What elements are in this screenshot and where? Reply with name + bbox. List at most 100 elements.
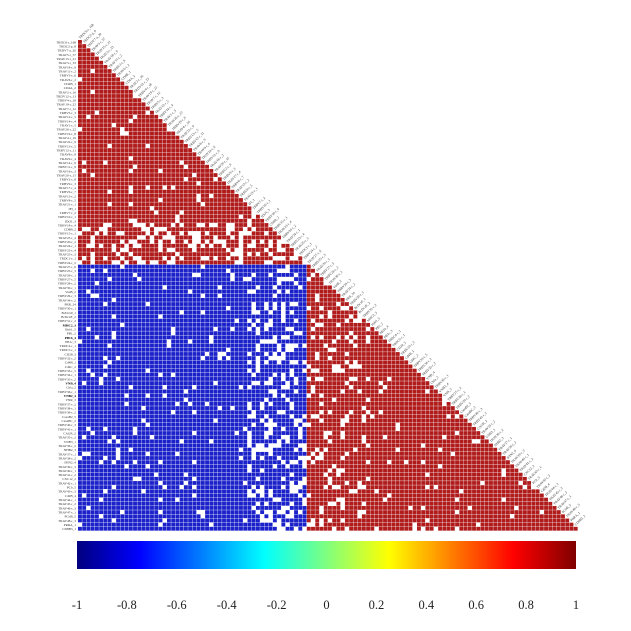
matrix-cell (353, 339, 358, 344)
matrix-cell (171, 377, 176, 381)
matrix-cell (124, 181, 129, 186)
matrix-cell (175, 335, 180, 340)
matrix-cell (120, 381, 125, 386)
matrix-cell (188, 451, 193, 456)
matrix-cell (103, 223, 108, 227)
matrix-cell (145, 231, 150, 236)
matrix-cell (200, 264, 205, 269)
matrix-cell (374, 377, 379, 381)
matrix-cell (353, 331, 358, 336)
matrix-cell (82, 56, 87, 61)
matrix-cell (226, 252, 231, 257)
matrix-cell (298, 418, 303, 423)
matrix-cell (412, 377, 417, 381)
matrix-cell (450, 422, 455, 427)
matrix-cell (200, 389, 205, 394)
matrix-cell (353, 335, 358, 340)
matrix-cell (281, 248, 286, 252)
matrix-cell (111, 281, 116, 286)
matrix-cell (94, 356, 99, 361)
matrix-cell (243, 327, 248, 331)
matrix-cell (116, 206, 121, 211)
matrix-cell (209, 202, 214, 207)
matrix-cell (400, 364, 404, 369)
matrix-cell (111, 144, 116, 148)
matrix-cell (222, 402, 226, 406)
matrix-cell (154, 193, 159, 198)
matrix-cell (111, 406, 116, 410)
matrix-cell (226, 268, 231, 273)
matrix-cell (175, 243, 180, 248)
matrix-cell (209, 223, 214, 227)
matrix-cell (408, 393, 413, 398)
matrix-cell (200, 189, 205, 194)
matrix-cell (209, 314, 214, 319)
matrix-cell (137, 210, 142, 215)
matrix-cell (107, 289, 112, 294)
matrix-cell (82, 252, 87, 257)
matrix-cell (141, 397, 146, 402)
matrix-cell (209, 360, 214, 365)
matrix-cell (162, 310, 167, 315)
matrix-cell (103, 306, 108, 311)
matrix-cell (162, 144, 167, 148)
matrix-cell (277, 302, 282, 306)
matrix-cell (175, 322, 180, 327)
matrix-cell (99, 181, 104, 186)
matrix-cell (294, 385, 298, 390)
matrix-cell (222, 385, 226, 390)
matrix-cell (137, 402, 142, 406)
matrix-cell (213, 406, 218, 410)
matrix-cell (116, 198, 121, 202)
matrix-cell (154, 114, 159, 119)
matrix-cell (124, 451, 129, 456)
matrix-cell (311, 302, 315, 306)
matrix-cell (353, 385, 358, 390)
matrix-cell (230, 202, 235, 207)
matrix-cell (425, 426, 430, 431)
matrix-cell (90, 77, 95, 82)
matrix-cell (455, 418, 460, 423)
matrix-cell (277, 297, 282, 302)
matrix-cell (209, 352, 214, 356)
matrix-cell (429, 435, 434, 440)
matrix-cell (239, 248, 243, 252)
matrix-cell (162, 360, 167, 365)
matrix-cell (425, 422, 430, 427)
matrix-cell (217, 227, 222, 232)
matrix-cell (387, 406, 392, 410)
matrix-cell (162, 173, 167, 177)
matrix-cell (361, 447, 366, 452)
matrix-cell (370, 372, 375, 377)
matrix-cell (217, 189, 222, 194)
matrix-cell (196, 435, 201, 440)
matrix-cell (234, 248, 239, 252)
matrix-cell (268, 426, 273, 431)
matrix-cell (116, 181, 121, 186)
matrix-cell (154, 135, 159, 140)
matrix-cell (158, 389, 163, 394)
matrix-cell (239, 381, 243, 386)
matrix-cell (133, 114, 137, 119)
matrix-cell (328, 385, 332, 390)
matrix-cell (298, 256, 303, 261)
matrix-cell (268, 277, 273, 281)
matrix-cell (438, 439, 443, 444)
matrix-cell (311, 377, 315, 381)
matrix-cell (374, 360, 379, 365)
matrix-cell (264, 293, 269, 298)
matrix-cell (116, 152, 121, 157)
matrix-cell (90, 447, 95, 452)
matrix-cell (438, 418, 443, 423)
matrix-cell (171, 410, 176, 415)
matrix-cell (217, 406, 222, 410)
matrix-cell (150, 231, 154, 236)
matrix-cell (281, 422, 286, 427)
matrix-cell (120, 435, 125, 440)
matrix-cell (328, 360, 332, 365)
matrix-cell (128, 206, 133, 211)
matrix-cell (349, 443, 354, 448)
matrix-cell (162, 418, 167, 423)
matrix-cell (107, 252, 112, 257)
matrix-cell (141, 381, 146, 386)
